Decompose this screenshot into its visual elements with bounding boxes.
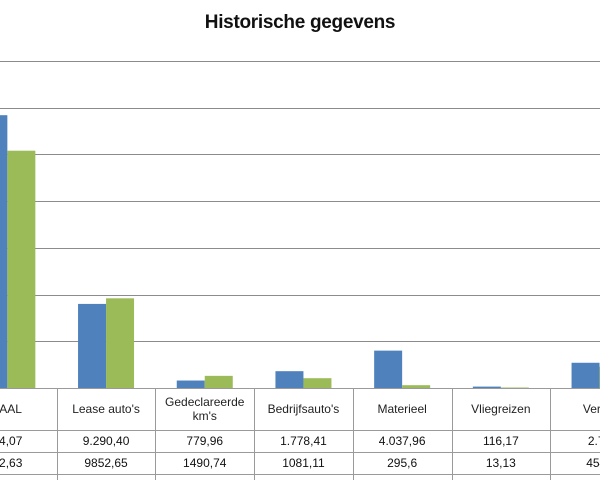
data-label: 9852,65 [84,456,128,470]
data-label: 4549 [586,456,600,470]
data-label: 116,17 [483,434,519,448]
bar-series-1-3 [176,380,205,388]
bar-series-2-5 [402,385,431,388]
category-label: TAAL [0,402,22,416]
bar-series-1-7 [571,362,600,388]
bar-series-1-4 [275,371,304,388]
data-label: 779,96 [186,434,223,448]
category-label: Vliegreizen [471,402,530,416]
category-label: Lease auto's [72,402,140,416]
bar-series-1-2 [78,303,107,388]
bar-series-2-1 [7,150,36,388]
data-label: 4.037,96 [379,434,426,448]
data-label: 1490,74 [183,456,227,470]
data-label: 13,13 [486,456,516,470]
bar-series-2-2 [106,298,135,388]
bar-series-1-5 [374,350,403,388]
data-label: 295,6 [387,456,417,470]
bar-series-1-6 [472,386,501,388]
category-label: Bedrijfsauto's [268,402,340,416]
data-label: 9.290,40 [83,434,130,448]
bar-series-1-1 [0,115,8,388]
data-label: 84,07 [0,434,23,448]
data-label: 1.778,41 [280,434,327,448]
bar-series-2-4 [303,378,332,388]
category-label: Gedeclareerde km's [165,395,245,423]
bar-series-2-3 [204,375,233,388]
chart-title: Historische gegevens [204,12,396,33]
data-label: 1081,11 [282,456,325,470]
category-label: Materieel [377,402,426,416]
data-label: 2.78 [588,434,600,448]
category-label: Verwa [583,402,600,416]
data-label: 72,63 [0,456,23,470]
